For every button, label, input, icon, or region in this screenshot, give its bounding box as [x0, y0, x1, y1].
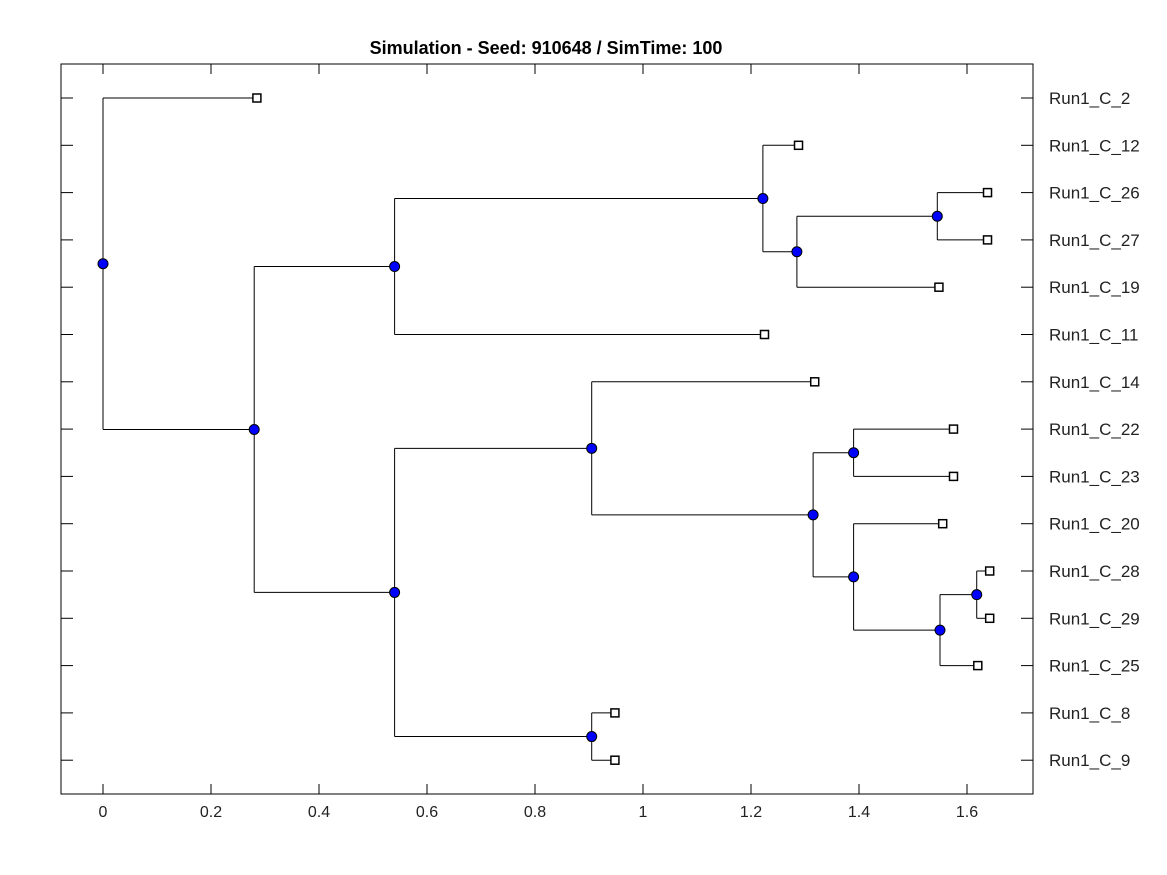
leaf-marker — [934, 282, 944, 292]
leaf-labels: Run1_C_2 Run1_C_12 Run1_C_26 Run1_C_27 Run1_… — [1049, 89, 1140, 770]
node-marker — [389, 261, 401, 273]
x-tick-label: 0.6 — [416, 804, 438, 821]
node-marker — [757, 193, 769, 205]
leaf-label: Run1_C_25 — [1049, 657, 1140, 676]
leaf-label: Run1_C_28 — [1049, 562, 1140, 581]
leaf-marker — [937, 518, 948, 529]
leaf-label: Run1_C_19 — [1049, 278, 1140, 297]
node-marker — [934, 624, 946, 636]
leaf-marker — [809, 377, 820, 387]
x-tick-label: 0.8 — [524, 804, 546, 821]
x-tick-label: 1.6 — [956, 804, 978, 821]
leaf-marker — [973, 660, 983, 671]
node-marker — [848, 571, 860, 583]
leaf-label: Run1_C_14 — [1049, 373, 1140, 392]
x-tick-label: 0 — [99, 804, 108, 821]
leaf-marker — [984, 613, 995, 624]
chart-title: Simulation - Seed: 910648 / SimTime: 100 — [370, 38, 723, 58]
leaf-label: Run1_C_23 — [1049, 467, 1140, 486]
node-marker — [807, 509, 819, 521]
node-marker — [971, 589, 983, 601]
x-tick-label: 1.2 — [740, 804, 762, 821]
x-axis: 0 0.2 0.4 0.6 0.8 1 1.2 1.4 1.6 — [99, 64, 978, 821]
x-tick-label: 1 — [639, 804, 648, 821]
leaf-label: Run1_C_11 — [1049, 326, 1138, 345]
node-marker — [97, 258, 109, 270]
leaf-label: Run1_C_29 — [1049, 609, 1140, 628]
leaf-label: Run1_C_22 — [1049, 420, 1140, 439]
leaf-marker — [982, 187, 993, 198]
leaf-marker — [252, 93, 262, 103]
node-marker — [586, 731, 598, 743]
leaf-label: Run1_C_27 — [1049, 231, 1140, 250]
leaf-label: Run1_C_9 — [1049, 751, 1130, 770]
node-marker — [389, 586, 401, 598]
x-tick-label: 0.2 — [200, 804, 222, 821]
x-tick-label: 0.4 — [308, 804, 330, 821]
leaf-marker — [610, 708, 620, 718]
leaf-marker — [793, 140, 804, 151]
leaf-marker — [759, 329, 770, 340]
node-marker — [931, 210, 943, 222]
node-marker — [848, 447, 860, 459]
y-axis-ticks — [61, 97, 1033, 761]
tree-markers — [97, 93, 995, 765]
leaf-marker — [982, 235, 993, 245]
x-tick-label: 1.4 — [848, 804, 870, 821]
node-marker — [791, 246, 803, 258]
leaf-label: Run1_C_8 — [1049, 704, 1130, 723]
leaf-label: Run1_C_26 — [1049, 184, 1140, 203]
leaf-label: Run1_C_2 — [1049, 89, 1130, 108]
leaf-label: Run1_C_20 — [1049, 515, 1140, 534]
node-marker — [586, 442, 598, 454]
leaf-marker — [984, 566, 995, 576]
tree-edges — [102, 97, 990, 761]
leaf-label: Run1_C_12 — [1049, 136, 1140, 155]
node-marker — [248, 423, 260, 435]
leaf-marker — [948, 471, 959, 482]
leaf-marker — [948, 424, 959, 434]
leaf-marker — [610, 755, 620, 765]
